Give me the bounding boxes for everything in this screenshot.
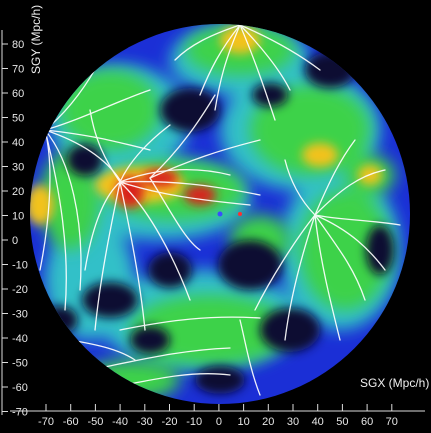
- flow-line: [119, 181, 251, 206]
- void-regions: [42, 52, 394, 394]
- flow-line: [119, 180, 261, 196]
- x-tick-label: -10: [186, 416, 202, 428]
- y-tick-label: 30: [12, 162, 24, 174]
- flow-line: [89, 109, 121, 183]
- y-tick-label: -10: [12, 260, 28, 272]
- x-tick-label: -20: [162, 416, 178, 428]
- flow-line: [314, 169, 386, 216]
- y-tick-label: 20: [12, 186, 24, 198]
- flow-line: [314, 214, 386, 271]
- y-tick-label: 10: [12, 211, 24, 223]
- flow-line: [214, 24, 241, 111]
- flow-line: [44, 129, 67, 311]
- x-tick-label: 0: [216, 416, 222, 428]
- x-tick-label: 30: [287, 416, 299, 428]
- x-tick-label: -50: [87, 416, 103, 428]
- y-axis-title: SGY (Mpc/h): [29, 5, 43, 74]
- flow-line: [239, 24, 276, 121]
- y-tick-label: 70: [12, 64, 24, 76]
- x-tick-label: 60: [361, 416, 373, 428]
- x-tick-label: 10: [237, 416, 249, 428]
- y-axis: 80 70 60 50 40 30 20 10 0 -10 -20 -30 -40 -50 -60 -70: [1, 30, 28, 419]
- y-tick-label: 50: [12, 113, 24, 125]
- x-tick-label: 40: [312, 416, 324, 428]
- flow-line: [239, 24, 321, 71]
- flow-line: [284, 159, 316, 216]
- x-tick-label: 50: [336, 416, 348, 428]
- flow-line: [94, 181, 121, 331]
- flow-line: [119, 169, 231, 183]
- y-tick-label: -60: [12, 382, 28, 394]
- flow-line: [174, 24, 241, 61]
- flow-line: [314, 139, 356, 216]
- flow-line: [119, 316, 261, 331]
- flow-line: [44, 89, 151, 131]
- x-tick-label: 70: [386, 416, 398, 428]
- x-tick-label: -60: [63, 416, 79, 428]
- y-tick-label: -70: [12, 407, 28, 419]
- y-tick-label: -40: [12, 333, 28, 345]
- x-axis: -70 -60 -50 -40 -30 -20 -10 0 10 20 30 40 50 60 70: [10, 404, 425, 428]
- flow-line: [119, 181, 191, 301]
- flow-line: [239, 319, 261, 396]
- flow-line: [44, 129, 82, 291]
- flow-line: [149, 177, 201, 251]
- x-tick-label: -30: [137, 416, 153, 428]
- y-tick-label: 60: [12, 88, 24, 100]
- flow-line: [254, 214, 316, 311]
- flow-line: [39, 129, 51, 271]
- flow-line: [119, 124, 171, 183]
- flow-line: [84, 181, 121, 271]
- observer-marker: [217, 211, 223, 217]
- y-tick-label: -20: [12, 284, 28, 296]
- y-tick-label: -50: [12, 358, 28, 370]
- flow-line: [44, 129, 121, 181]
- flow-line: [314, 214, 341, 341]
- flow-line: [199, 24, 241, 96]
- flow-line: [239, 24, 291, 91]
- y-tick-label: 40: [12, 137, 24, 149]
- y-tick-label: -30: [12, 309, 28, 321]
- flow-lines: [39, 24, 401, 396]
- flow-line: [284, 214, 316, 341]
- x-tick-label: -40: [112, 416, 128, 428]
- flow-line: [149, 94, 216, 179]
- flow-line: [314, 214, 366, 301]
- x-axis-title: SGX (Mpc/h): [360, 376, 429, 390]
- flow-line: [119, 181, 146, 331]
- reference-marker: [238, 212, 242, 216]
- y-tick-label: 0: [12, 235, 18, 247]
- x-tick-label: -70: [38, 416, 54, 428]
- flow-line: [44, 129, 151, 151]
- flow-line: [149, 139, 261, 179]
- x-tick-label: 20: [262, 416, 274, 428]
- flow-line: [314, 214, 401, 226]
- y-tick-label: 80: [12, 39, 24, 51]
